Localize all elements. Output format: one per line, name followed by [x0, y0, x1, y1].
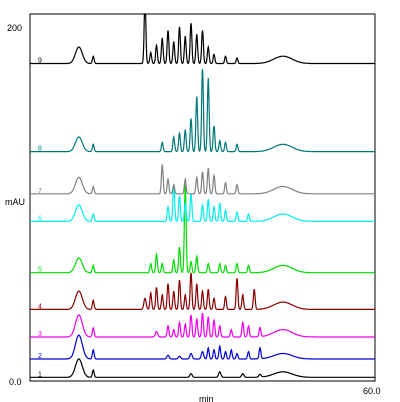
trace-label-7: 7: [38, 188, 42, 195]
trace-label-5: 5: [38, 267, 42, 274]
trace-7: [30, 164, 375, 195]
trace-5: [30, 184, 375, 274]
trace-label-4: 4: [38, 303, 42, 310]
x-axis-label: min: [199, 394, 214, 402]
plot-frame: [29, 13, 376, 382]
y-tick-top: 200: [7, 23, 22, 33]
trace-4: [30, 272, 375, 310]
trace-1: [30, 358, 375, 378]
trace-9: [30, 13, 375, 65]
trace-label-9: 9: [38, 58, 42, 65]
y-axis-label: mAU: [5, 197, 25, 207]
trace-3: [30, 312, 375, 338]
trace-6: [30, 184, 375, 222]
trace-label-8: 8: [38, 146, 42, 153]
trace-label-6: 6: [38, 215, 42, 222]
trace-label-2: 2: [38, 353, 42, 360]
trace-8: [30, 68, 375, 153]
trace-label-3: 3: [38, 331, 42, 338]
traces-group: 1 2 3 4 5 6 7 8 9: [30, 13, 375, 378]
x-tick-right: 60.0: [363, 386, 381, 396]
trace-label-1: 1: [38, 371, 42, 378]
y-tick-bottom: 0.0: [9, 377, 22, 387]
trace-2: [30, 334, 375, 360]
